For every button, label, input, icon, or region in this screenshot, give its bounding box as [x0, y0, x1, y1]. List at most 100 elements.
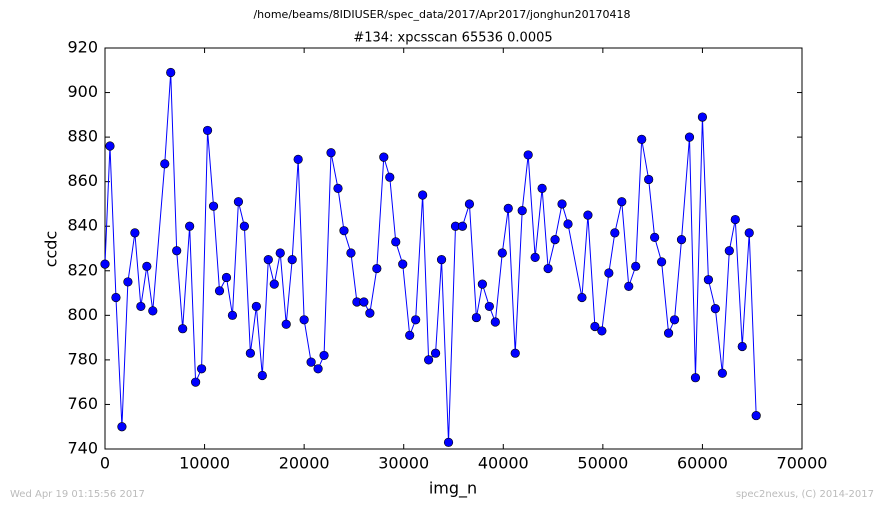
data-point [637, 134, 647, 144]
data-point [604, 268, 614, 278]
data-point [744, 228, 754, 238]
data-point [398, 259, 408, 269]
data-point [464, 199, 475, 209]
data-point [269, 279, 279, 289]
data-point [202, 125, 213, 136]
data-point [676, 234, 687, 245]
data-point [418, 190, 428, 200]
data-point [245, 348, 255, 358]
x-axis-label: img_n [429, 479, 477, 499]
y-tick-label: 880 [67, 127, 98, 146]
data-point [111, 292, 121, 303]
x-tick-label: 10000 [179, 454, 230, 473]
data-point [530, 252, 540, 263]
data-point [319, 350, 329, 361]
data-point [517, 206, 527, 216]
data-point [275, 248, 285, 258]
data-point [610, 228, 620, 238]
y-tick-label: 780 [67, 349, 98, 368]
data-point [497, 248, 507, 258]
data-point [385, 172, 395, 182]
y-axis-label: ccdc [42, 231, 61, 268]
data-point [730, 214, 740, 225]
data-point [391, 237, 401, 247]
data-point [196, 364, 207, 374]
data-point [411, 315, 421, 325]
data-point [130, 228, 140, 238]
data-point [178, 324, 188, 334]
data-point [737, 341, 747, 352]
data-point [257, 370, 267, 381]
y-tick-label: 800 [67, 305, 98, 324]
file-path: /home/beams/8IDIUSER/spec_data/2017/Apr2… [253, 8, 630, 21]
data-point [490, 317, 500, 327]
data-point [430, 348, 441, 358]
data-point [503, 203, 513, 213]
data-point [123, 277, 133, 287]
x-tick-label: 70000 [777, 454, 828, 473]
data-point [365, 308, 375, 318]
y-tick-label: 860 [67, 171, 98, 190]
data-point [233, 197, 244, 207]
data-point [510, 348, 520, 358]
data-point [214, 286, 225, 296]
data-point [346, 248, 356, 258]
data-point [663, 328, 674, 338]
data-line [104, 72, 757, 443]
data-point [100, 259, 110, 269]
data-point [117, 422, 127, 432]
data-point [477, 279, 487, 289]
data-point [631, 261, 641, 271]
data-point [306, 357, 316, 367]
data-point [185, 221, 195, 231]
data-point [227, 310, 238, 320]
data-point [105, 141, 115, 151]
timestamp: Wed Apr 19 01:15:56 2017 [10, 489, 145, 500]
data-point [577, 292, 587, 303]
x-tick-label: 0 [100, 454, 110, 473]
plot-frame [104, 47, 803, 450]
data-point [424, 355, 434, 365]
y-tick-label: 740 [67, 439, 98, 458]
data-point [221, 272, 232, 283]
credit: spec2nexus, (C) 2014-2017 [736, 489, 874, 500]
data-point [523, 150, 533, 160]
data-point [703, 275, 714, 285]
data-point [443, 437, 454, 447]
data-point [751, 410, 761, 421]
data-point [405, 330, 415, 340]
data-point [597, 326, 607, 336]
data-point [644, 174, 654, 185]
data-point [657, 257, 667, 267]
x-tick-label: 50000 [577, 454, 628, 473]
data-point [684, 132, 695, 142]
data-point [326, 148, 336, 158]
x-tick-label: 40000 [478, 454, 529, 473]
data-point [590, 321, 600, 332]
data-point [239, 221, 249, 231]
data-point [724, 246, 734, 256]
data-point [172, 246, 182, 256]
x-tick-label: 30000 [378, 454, 429, 473]
y-tick-label: 840 [67, 216, 98, 235]
data-point [563, 219, 573, 229]
data-point [191, 377, 201, 387]
data-point [281, 319, 291, 329]
data-point [359, 297, 369, 307]
data-point [457, 221, 468, 231]
data-point [690, 373, 701, 383]
data-point [313, 364, 323, 374]
data-point [471, 312, 482, 323]
data-point [333, 183, 343, 193]
data-point [148, 306, 158, 316]
data-point [697, 112, 708, 122]
data-point [136, 301, 146, 312]
data-point [650, 232, 660, 242]
data-point [208, 201, 219, 211]
data-point [543, 263, 553, 274]
y-tick-label: 760 [67, 394, 98, 413]
x-tick-label: 60000 [677, 454, 728, 473]
data-point [537, 183, 547, 193]
data-point [624, 281, 634, 291]
